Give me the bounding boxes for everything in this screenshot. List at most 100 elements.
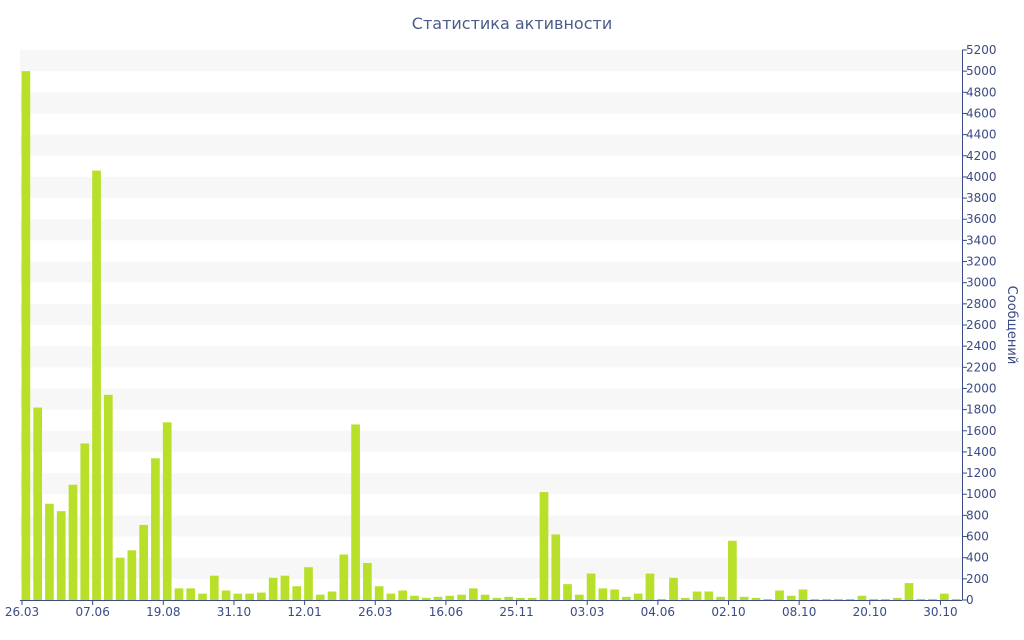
bar[interactable] [457, 594, 466, 600]
bar[interactable] [174, 588, 184, 600]
bar[interactable] [539, 492, 549, 600]
bar[interactable] [115, 557, 125, 600]
bar[interactable] [492, 597, 502, 600]
bar[interactable] [657, 598, 667, 600]
bar[interactable] [622, 596, 631, 600]
bar[interactable] [45, 503, 54, 600]
bar[interactable] [433, 596, 443, 600]
bar[interactable] [763, 598, 773, 600]
bar[interactable] [610, 589, 619, 600]
bar[interactable] [516, 597, 525, 600]
y-tick-label: 0 [966, 593, 974, 607]
bar[interactable] [21, 71, 31, 600]
bar[interactable] [68, 484, 78, 600]
bar[interactable] [892, 597, 902, 600]
grid-band [20, 473, 962, 495]
bar[interactable] [786, 595, 796, 600]
bar[interactable] [127, 550, 137, 600]
bar[interactable] [728, 540, 737, 600]
y-tick-label: 4800 [966, 85, 997, 99]
bar[interactable] [363, 562, 372, 600]
bar[interactable] [209, 575, 219, 600]
bar[interactable] [257, 592, 266, 600]
bar[interactable] [198, 593, 207, 600]
bar[interactable] [410, 595, 419, 600]
bar[interactable] [33, 407, 43, 601]
bar[interactable] [268, 577, 278, 600]
bar[interactable] [563, 584, 572, 600]
bar[interactable] [822, 598, 831, 600]
bar[interactable] [80, 443, 90, 600]
y-tick-label: 3000 [966, 276, 997, 290]
bar[interactable] [445, 595, 455, 600]
bar[interactable] [292, 586, 302, 600]
bar[interactable] [221, 590, 231, 600]
bar[interactable] [775, 590, 784, 600]
grid-band [20, 134, 962, 156]
y-tick-label: 1600 [966, 424, 997, 438]
bar[interactable] [881, 598, 890, 600]
bar[interactable] [857, 595, 867, 600]
bar[interactable] [586, 573, 596, 600]
bar[interactable] [574, 594, 584, 600]
bar[interactable] [669, 577, 678, 600]
bar[interactable] [598, 588, 608, 600]
bar[interactable] [245, 593, 254, 600]
bar[interactable] [280, 575, 290, 600]
x-axis: 26.03 07.06 19.08 31.10 12.01 26.03 16.06 25.11… [5, 600, 962, 619]
bar[interactable] [751, 597, 761, 600]
bar[interactable] [398, 590, 408, 600]
bar[interactable] [869, 598, 879, 600]
x-tick-label: 30.10 [923, 605, 957, 619]
bar[interactable] [834, 598, 843, 600]
bar[interactable] [845, 598, 855, 600]
bar[interactable] [92, 170, 101, 601]
bar[interactable] [928, 598, 937, 600]
x-tick-label: 19.08 [146, 605, 180, 619]
bar[interactable] [633, 593, 643, 600]
bar[interactable] [339, 554, 349, 600]
x-tick-label: 16.06 [429, 605, 463, 619]
bar[interactable] [480, 594, 490, 600]
y-tick-label: 2400 [966, 339, 997, 353]
y-tick-label: 2000 [966, 381, 997, 395]
bar[interactable] [386, 593, 396, 600]
bar[interactable] [704, 591, 714, 600]
bar[interactable] [692, 591, 702, 600]
bar[interactable] [645, 573, 655, 600]
bar[interactable] [951, 598, 961, 600]
bar[interactable] [468, 588, 478, 600]
grid-band [20, 303, 962, 325]
bar[interactable] [551, 534, 561, 600]
bar[interactable] [716, 596, 725, 600]
bar[interactable] [56, 511, 66, 600]
bar[interactable] [233, 593, 243, 600]
bar[interactable] [103, 394, 113, 600]
y-tick-label: 5200 [966, 43, 997, 57]
bar[interactable] [527, 597, 537, 600]
y-tick-label: 1000 [966, 487, 997, 501]
bar[interactable] [151, 458, 160, 600]
bar[interactable] [504, 596, 514, 600]
x-tick-label: 26.03 [358, 605, 392, 619]
bar[interactable] [798, 589, 808, 600]
bar[interactable] [810, 598, 820, 600]
grid-band [20, 388, 962, 410]
bar[interactable] [904, 583, 914, 600]
y-tick-label: 1400 [966, 445, 997, 459]
grid-band [20, 219, 962, 241]
bar[interactable] [162, 422, 172, 600]
bar[interactable] [421, 597, 431, 600]
bar[interactable] [304, 567, 313, 600]
bar[interactable] [916, 598, 926, 600]
bar[interactable] [139, 524, 148, 600]
bar[interactable] [315, 594, 325, 600]
x-tick-label: 02.10 [711, 605, 745, 619]
bar[interactable] [374, 586, 384, 600]
bar[interactable] [351, 424, 360, 600]
bar[interactable] [939, 593, 949, 600]
bar[interactable] [327, 591, 337, 600]
bar[interactable] [739, 596, 749, 600]
bar[interactable] [186, 588, 196, 600]
bar[interactable] [680, 597, 690, 600]
